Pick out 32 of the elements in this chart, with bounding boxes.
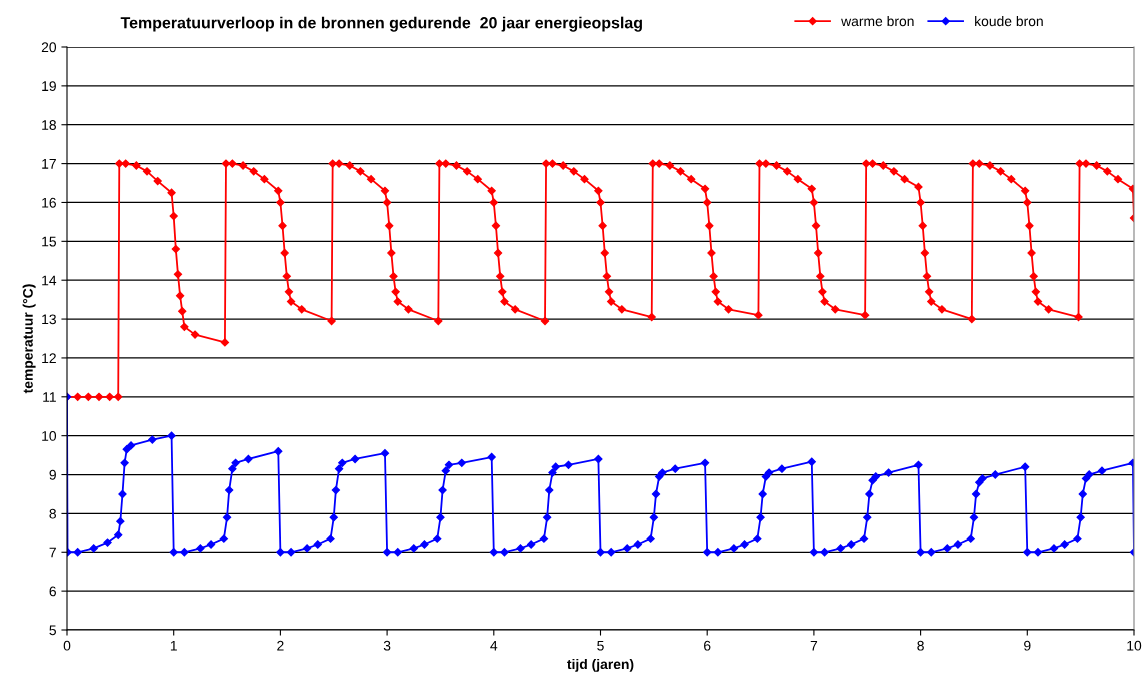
x-tick-label: 8 [917, 640, 924, 651]
y-tick-label: 10 [42, 431, 57, 441]
y-axis-title: temperatuur (°C) [22, 284, 36, 394]
legend-label: warme bron [841, 15, 914, 27]
y-tick-label: 18 [42, 120, 56, 130]
x-tick-label: 2 [277, 640, 284, 651]
y-tick-label: 11 [43, 392, 56, 402]
y-tick-label: 12 [42, 353, 56, 363]
y-tick-label: 9 [49, 469, 56, 480]
y-tick-label: 16 [42, 197, 56, 208]
x-tick-label: 6 [704, 640, 711, 651]
legend-label: koude bron [975, 15, 1043, 27]
x-tick-label: 1 [170, 640, 177, 651]
chart-title: Temperatuurverloop in de bronnen gedurende 20 jaar energieopslag [120, 16, 642, 32]
x-tick-label: 0 [63, 640, 71, 651]
x-tick-label: 7 [810, 640, 818, 651]
y-tick-label: 8 [49, 508, 56, 519]
x-tick-label: 3 [383, 640, 391, 651]
x-tick-label: 4 [490, 640, 498, 651]
y-tick-label: 15 [42, 236, 56, 247]
y-tick-label: 19 [42, 81, 56, 92]
y-tick-label: 6 [49, 586, 56, 597]
x-tick-label: 10 [1127, 640, 1142, 651]
y-tick-label: 17 [42, 159, 56, 169]
x-tick-label: 5 [597, 640, 604, 651]
y-tick-label: 14 [42, 275, 57, 286]
y-tick-label: 20 [41, 42, 57, 53]
y-tick-label: 7 [49, 547, 56, 558]
x-axis-title: tijd (jaren) [567, 658, 634, 672]
y-tick-label: 5 [49, 625, 56, 636]
y-tick-label: 13 [42, 314, 56, 325]
x-tick-label: 9 [1024, 640, 1031, 651]
